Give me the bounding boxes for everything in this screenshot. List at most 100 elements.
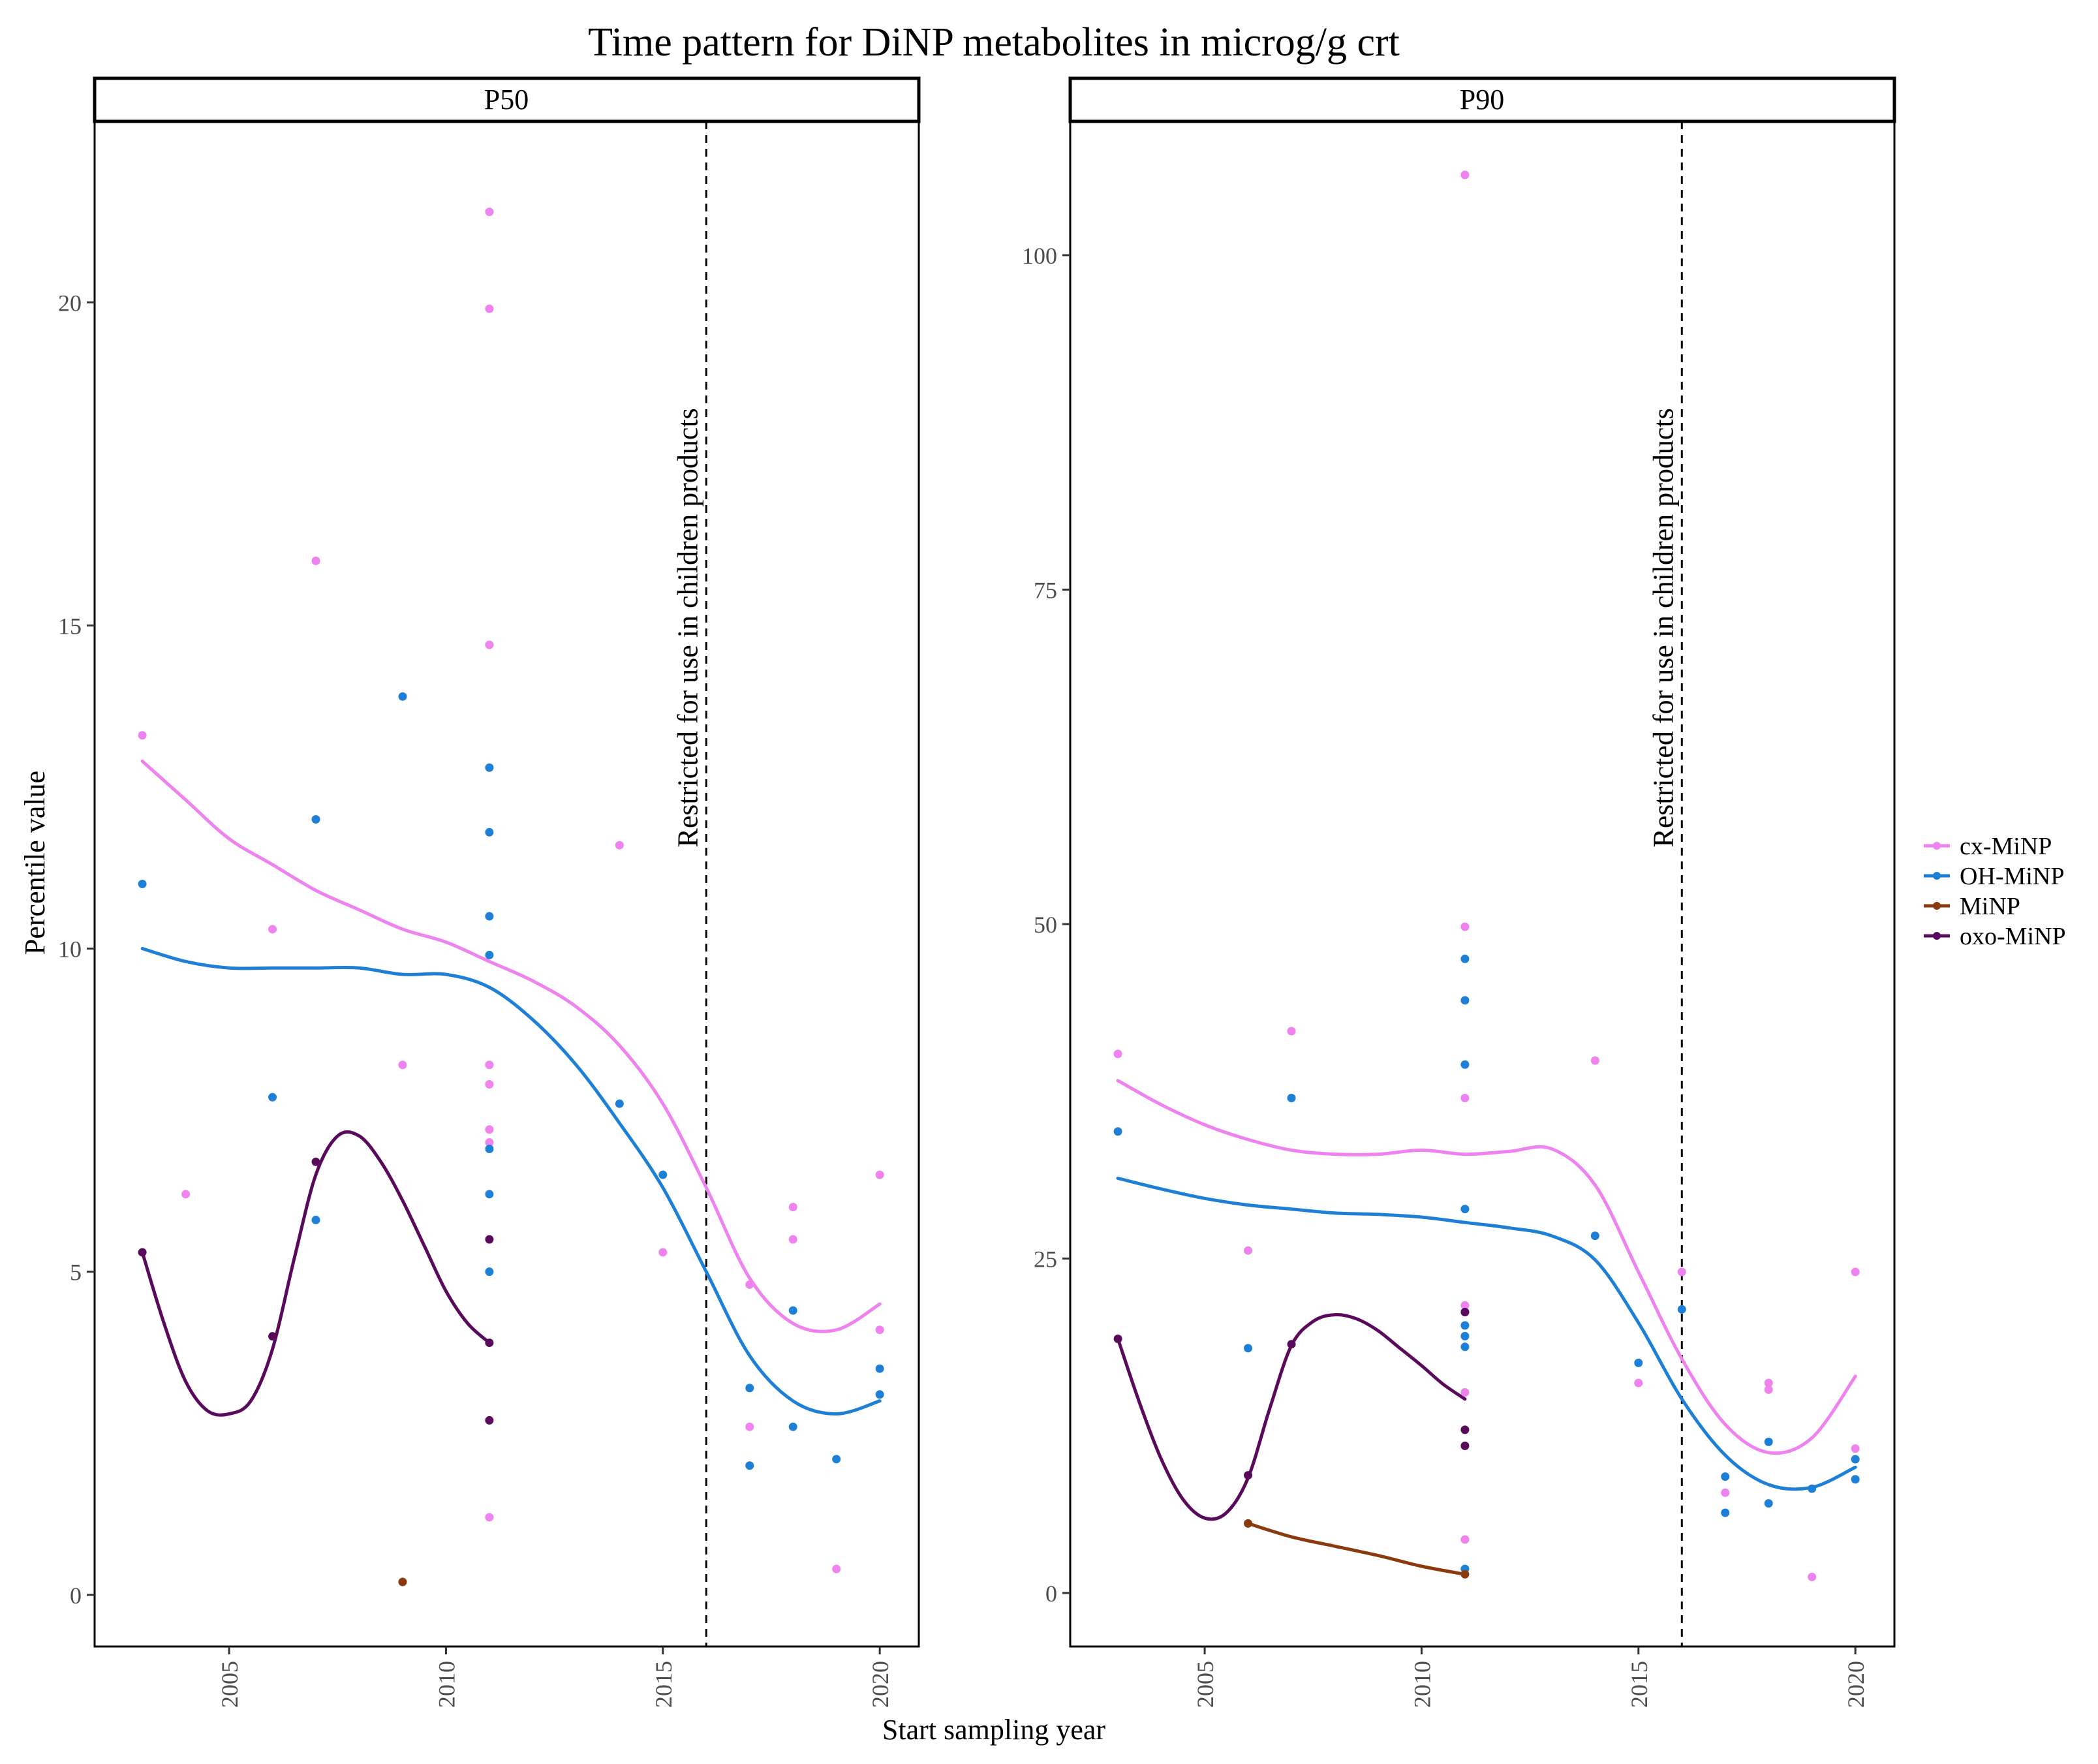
panel-p90-point-cx-minp [1460,1301,1470,1310]
panel-p90-point-cx-minp [1764,1378,1773,1387]
panel-p50-axes: 0 5 10 15 20 2005 2010 2015 2020 [58,290,893,1708]
panel-p90-point-oxo-minp [1113,1335,1122,1343]
panel-p90-point-oh-minp [1721,1508,1730,1517]
panel-p90-points [1113,170,1860,1581]
panel-p50-point-oh-minp [745,1384,754,1393]
panel-p90-ytick-label: 50 [1034,912,1057,938]
panel-p50-point-oh-minp [311,1215,320,1224]
panel-p50-point-oh-minp [138,880,147,888]
panel-p50-frame [93,120,920,1648]
panel-p50-point-cx-minp [398,1060,407,1070]
panel-p50-xtick-label: 2020 [867,1661,893,1708]
panel-p90-ytick-label: 100 [1022,243,1057,269]
panel-p50-point-oh-minp [832,1455,841,1464]
panel-p50-point-oh-minp [485,1145,494,1154]
panel-p90-xtick-label: 2005 [1192,1661,1218,1708]
panel-p90-point-oxo-minp [1460,1308,1470,1316]
panel-p50-ytick-label: 0 [70,1583,82,1609]
panel-p90-point-oh-minp [1590,1231,1599,1241]
panel-p50-ytick-label: 15 [58,613,82,639]
panel-p50-points [138,208,884,1586]
panel-p90-point-oh-minp [1764,1499,1773,1508]
panel-p90-point-oxo-minp [1287,1340,1296,1349]
panel-p50-point-cx-minp [311,556,320,565]
panel-p50-point-cx-minp [485,208,494,217]
panel-p90-frame [1069,120,1896,1648]
panel-p90-curve-oxo-minp [1116,1312,1467,1521]
panel-p90-point-oxo-minp [1460,1425,1470,1434]
panel-p90-reference-label: Restricted for use in children products [1647,408,1679,847]
panel-p50-point-oh-minp [268,1092,277,1102]
panel-p50-curve-oxo-minp [140,1130,491,1417]
panel-p50-point-cx-minp [658,1248,668,1257]
panel-p50: P50 0 5 10 15 20 2005 2010 2015 2020 Restricted … [58,76,921,1708]
panel-p90-point-oh-minp [1851,1455,1860,1464]
panel-p90-point-oh-minp [1634,1358,1643,1367]
panel-p90-point-oh-minp [1460,1342,1470,1352]
panel-p90-point-oh-minp [1460,1060,1470,1069]
panel-p90-point-oh-minp [1460,954,1470,963]
panel-p90-point-cx-minp [1460,922,1470,931]
legend-label-minp: MiNP [1960,893,2020,920]
panel-p50-point-cx-minp [485,640,494,649]
chart-title: Time pattern for DiNP metabolites in mic… [588,20,1400,65]
legend-label-oh-minp: OH-MiNP [1960,863,2064,890]
panel-p50-point-cx-minp [485,1060,494,1070]
panel-p50-point-oh-minp [485,950,494,959]
panel-p90-point-oh-minp [1460,996,1470,1005]
panel-p50-point-oh-minp [485,1267,494,1277]
panel-p50-point-oh-minp [658,1170,668,1179]
panel-p90-point-oh-minp [1721,1472,1730,1481]
panel-p50-point-oh-minp [485,763,494,772]
panel-p90-point-minp [1460,1570,1470,1579]
panel-p90-xtick-label: 2015 [1626,1661,1652,1708]
panel-p50-point-cx-minp [181,1190,191,1199]
panel-p50-point-oh-minp [485,828,494,837]
panel-p50-xtick-label: 2015 [651,1661,677,1708]
panel-p90-axes: 0 25 50 75 100 2005 2010 2015 2020 [1022,243,1869,1708]
panel-p50-point-oh-minp [485,1190,494,1199]
panel-p50-strip [93,76,921,123]
panel-p50-point-cx-minp [485,1138,494,1147]
legend-label-cx-minp: cx-MiNP [1960,833,2052,860]
panel-p50-point-oh-minp [875,1390,884,1399]
panel-p90-point-cx-minp [1460,1535,1470,1544]
panel-p50-point-oh-minp [875,1364,884,1373]
panel-p90-point-cx-minp [1460,1094,1470,1102]
panel-p50-point-cx-minp [485,1513,494,1522]
panel-p50-xtick-label: 2005 [217,1661,243,1708]
panel-p90-point-cx-minp [1460,1388,1470,1397]
panel-p90-point-oxo-minp [1244,1471,1253,1480]
panel-p50-xtick-label: 2010 [433,1661,459,1708]
panel-p50-point-oxo-minp [138,1248,147,1257]
panel-p50-point-oh-minp [745,1461,754,1470]
panel-p90-xtick-label: 2020 [1843,1661,1869,1708]
panel-p50-point-oh-minp [788,1422,797,1431]
panel-p50-point-cx-minp [745,1422,754,1431]
panel-p90-point-cx-minp [1460,170,1470,179]
legend: cx-MiNP OH-MiNP MiNP oxo-MiNP [1924,833,2066,950]
panel-p50-point-oh-minp [398,692,407,701]
panel-p90-curve-oh-minp [1116,1177,1857,1491]
panel-p90-ytick-label: 75 [1034,578,1057,604]
panel-p50-point-oxo-minp [485,1338,494,1348]
panel-p50-point-cx-minp [832,1564,841,1573]
panel-p90-point-cx-minp [1634,1378,1643,1387]
panel-p50-ytick-label: 20 [58,290,82,316]
panel-p90-point-oh-minp [1460,1331,1470,1340]
panel-p50-reference: Restricted for use in children products [671,121,707,1647]
panel-p90-label: P90 [1460,84,1504,116]
panel-p90-point-cx-minp [1808,1572,1817,1581]
panel-p50-point-oh-minp [615,1099,624,1108]
panel-p50-ytick-label: 10 [58,936,82,963]
panel-p50-point-cx-minp [268,925,277,934]
legend-dot-cx-minp [1933,842,1941,850]
y-axis-label: Percentile value [19,771,51,955]
panel-p90-point-oh-minp [1677,1305,1686,1314]
panel-p90-point-oh-minp [1244,1344,1253,1353]
panel-p50-point-cx-minp [745,1280,754,1289]
panel-p90-point-oh-minp [1460,1321,1470,1330]
panel-p90-point-oh-minp [1764,1437,1773,1446]
